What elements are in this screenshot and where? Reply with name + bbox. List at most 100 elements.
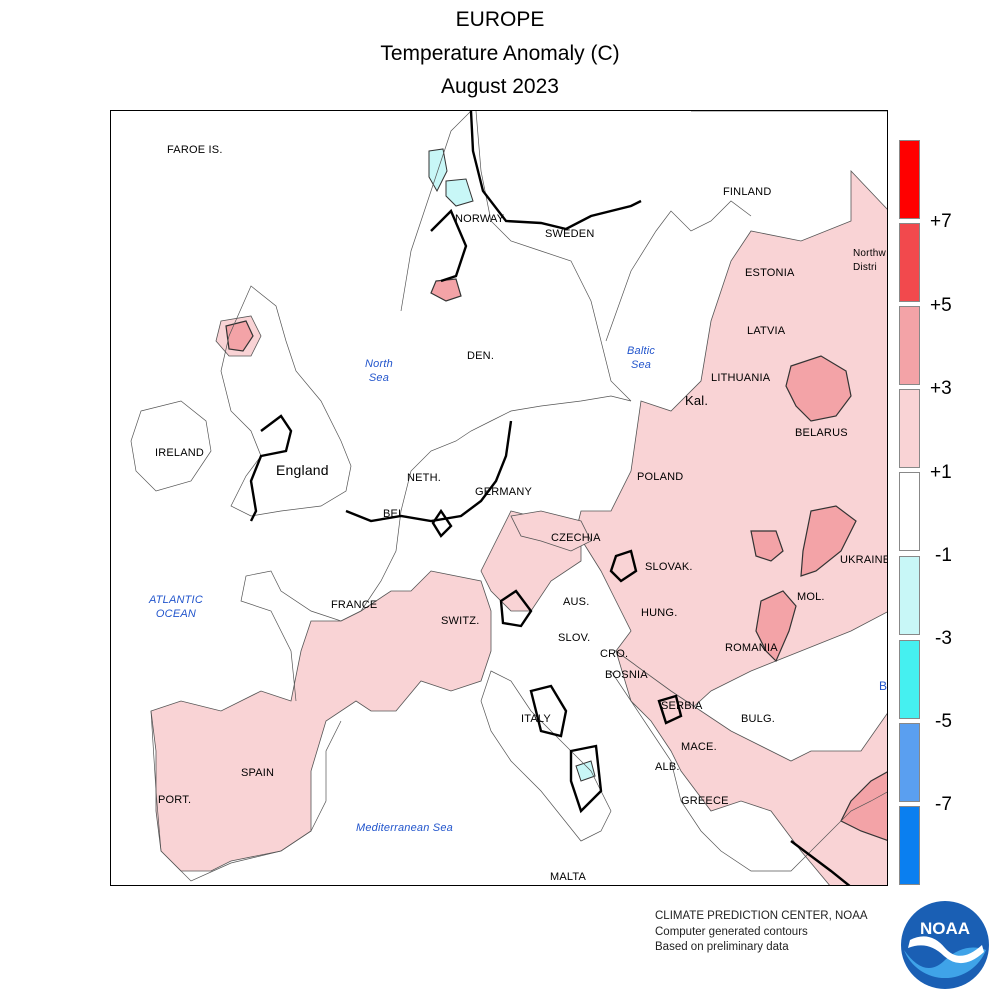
label-netherlands: NETH. <box>407 472 441 484</box>
label-switzerland: SWITZ. <box>441 615 480 627</box>
legend-bin-6 <box>899 556 920 635</box>
title-variable: Temperature Anomaly (C) <box>380 42 620 65</box>
anomaly-strong-belarus <box>785 355 852 422</box>
label-hungary: HUNG. <box>641 607 678 619</box>
coastline-britain <box>220 285 352 517</box>
zero-contour-belgium <box>431 508 453 538</box>
label-belarus: BELARUS <box>795 427 848 439</box>
anomaly-region-balkans <box>615 649 887 885</box>
label-norway: NORWAY <box>455 213 505 225</box>
legend-label-minus3: -3 <box>935 628 952 649</box>
zero-contour-layer <box>249 111 851 885</box>
anomaly-strong-ukraine-west <box>750 530 784 562</box>
label-bosnia: BOSNIA <box>605 669 648 681</box>
label-spain: SPAIN <box>241 767 275 779</box>
label-estonia: ESTONIA <box>745 267 795 279</box>
zero-contour-italy-south <box>569 744 603 814</box>
label-poland: POLAND <box>637 471 684 483</box>
noaa-logo-text: NOAA <box>920 919 970 938</box>
anomaly-negative-norway <box>445 178 474 207</box>
anomaly-strong-norway <box>430 278 462 302</box>
label-croatia: CRO. <box>600 648 629 660</box>
coastline-italy <box>480 670 612 842</box>
label-macedonia: MACE. <box>681 741 717 753</box>
zero-contour-britain <box>249 414 293 522</box>
anomaly-strong-scotland <box>225 320 254 352</box>
coastline-balkans <box>610 670 887 872</box>
label-latvia: LATVIA <box>747 325 786 337</box>
legend-bin-7 <box>899 640 920 719</box>
legend-bin-4 <box>899 389 920 468</box>
label-germany: GERMANY <box>475 486 533 498</box>
label-mediterranean-sea: Mediterranean Sea <box>356 822 453 834</box>
credit-source: CLIMATE PREDICTION CENTER, NOAA <box>655 910 868 922</box>
label-slovenia: SLOV. <box>558 632 591 644</box>
label-slovakia: SLOVAK. <box>645 561 693 573</box>
coastline-scandinavia <box>400 111 752 402</box>
label-malta: MALTA <box>550 871 587 883</box>
label-ireland: IRELAND <box>155 447 205 459</box>
label-finland: FINLAND <box>723 186 772 198</box>
zero-contour-south <box>790 840 851 885</box>
legend-label-minus5: -5 <box>935 711 952 732</box>
legend-label-minus7: -7 <box>935 794 952 815</box>
legend-bin-2 <box>899 223 920 302</box>
zero-contour-alps <box>499 589 533 628</box>
label-black-sea-partial: B <box>879 679 888 693</box>
anomaly-fill-layer <box>150 111 887 885</box>
anomaly-strong-ukraine <box>800 505 857 577</box>
coastline-iberia <box>150 710 342 882</box>
label-kaliningrad: Kal. <box>685 393 709 408</box>
label-greece: GREECE <box>681 795 729 807</box>
legend-label-plus1: +1 <box>930 462 952 483</box>
anomaly-negative-italy <box>575 760 596 782</box>
title-region: EUROPE <box>455 8 545 31</box>
zero-contour-germany <box>345 420 513 523</box>
anomaly-map <box>130 111 887 885</box>
label-bulgaria: BULG. <box>741 713 776 725</box>
label-ukraine: UKRAINE <box>840 554 888 566</box>
label-belgium: BEL. <box>383 508 408 520</box>
noaa-logo-icon: NOAA <box>901 901 989 989</box>
map-frame: FAROE IS. NORWAY SWEDEN FINLAND Northw D… <box>110 110 888 886</box>
legend-label-plus3: +3 <box>930 378 952 399</box>
zero-contour-scandinavia <box>430 111 642 283</box>
legend-label-plus5: +5 <box>930 295 952 316</box>
legend-bin-5 <box>899 472 920 551</box>
legend-bin-8 <box>899 723 920 802</box>
label-albania: ALB. <box>655 761 680 773</box>
anomaly-strong-romania <box>755 590 797 663</box>
coastline-ireland <box>130 400 212 492</box>
label-atlantic-ocean: ATLANTIC OCEAN <box>149 594 203 620</box>
label-czechia: CZECHIA <box>551 532 601 544</box>
label-austria: AUS. <box>563 596 590 608</box>
label-northwest-district: Northw Distri <box>853 248 886 273</box>
label-england: England <box>276 462 329 478</box>
credit-method: Computer generated contours <box>655 926 808 938</box>
zero-contour-serbia <box>657 694 683 725</box>
label-france: FRANCE <box>331 599 378 611</box>
label-portugal: PORT. <box>158 794 192 806</box>
legend-bin-3 <box>899 306 920 385</box>
label-baltic-sea: Baltic Sea <box>627 345 656 371</box>
legend-label-plus7: +7 <box>930 211 952 232</box>
label-sweden: SWEDEN <box>545 228 595 240</box>
label-italy: ITALY <box>521 713 551 725</box>
zero-contour-austria <box>609 549 638 583</box>
label-faroe: FAROE IS. <box>167 144 223 156</box>
legend-bin-9 <box>899 806 920 885</box>
title-period: August 2023 <box>441 75 559 98</box>
label-serbia: SERBIA <box>661 700 703 712</box>
legend-bin-1 <box>899 140 920 219</box>
legend-label-minus1: -1 <box>935 545 952 566</box>
label-moldova: MOL. <box>797 591 825 603</box>
label-denmark: DEN. <box>467 350 495 362</box>
coastline-continent <box>240 395 632 702</box>
zero-contour-italy <box>529 684 568 738</box>
label-romania: ROMANIA <box>725 642 778 654</box>
anomaly-strong-layer <box>225 278 887 841</box>
anomaly-region-southwest <box>150 570 492 872</box>
credit-note: Based on preliminary data <box>655 941 789 953</box>
anomaly-region-czechia <box>510 510 592 552</box>
label-lithuania: LITHUANIA <box>711 372 771 384</box>
